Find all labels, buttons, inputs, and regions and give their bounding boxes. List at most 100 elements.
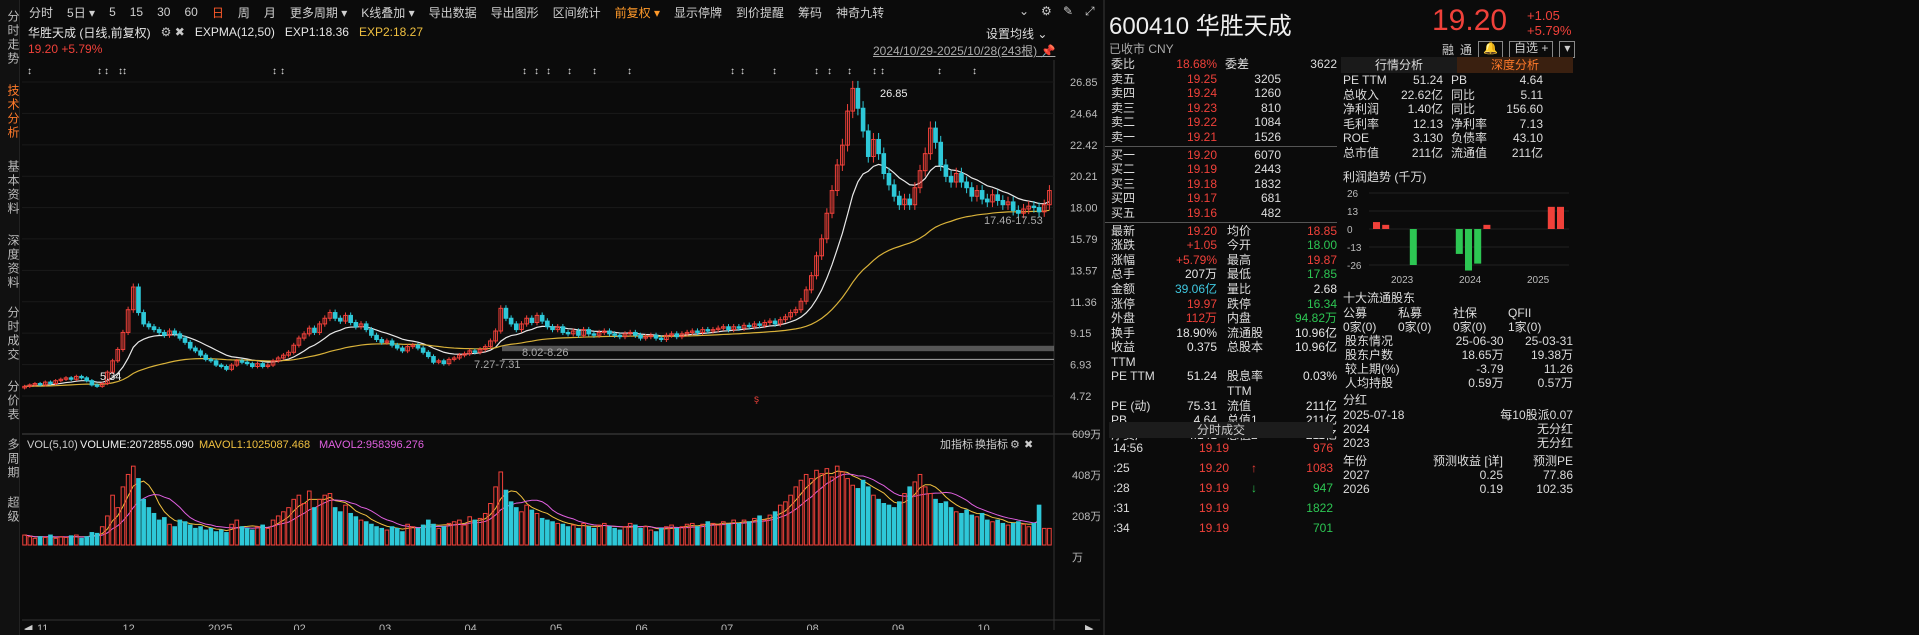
close-icon[interactable]: ✖ (1024, 439, 1033, 451)
tab-price-table[interactable]: 分价表 (6, 380, 20, 422)
event-marker[interactable]: ↕ (567, 66, 572, 77)
kline-chart[interactable]: 26.85 24.64 22.42 20.21 18.00 15.79 13.57 11.36… (22, 60, 1100, 630)
event-marker[interactable]: ↕ (122, 66, 127, 77)
candle (156, 329, 162, 333)
bid-row[interactable]: 买三 19.18 1832 (1105, 177, 1337, 192)
event-marker[interactable]: ↕ (740, 66, 745, 77)
candle (555, 326, 561, 331)
show-suspension-button[interactable]: 显示停牌 (674, 5, 723, 20)
tab-timeshare[interactable]: 分时走势 (6, 10, 20, 66)
period-day[interactable]: 日 (211, 5, 224, 20)
set-ma-label[interactable]: 设置均线 (986, 27, 1035, 41)
chevron-down-circle-icon[interactable]: ⌄ (1019, 4, 1030, 18)
bid-row[interactable]: 买二 19.19 2443 (1105, 162, 1337, 177)
tab-super[interactable]: 超级 (6, 496, 20, 524)
date-range-label[interactable]: 2024/10/29-2025/10/28(243根) (873, 44, 1038, 58)
menu-icon[interactable]: ▾ (1559, 41, 1576, 58)
period-5day[interactable]: 5日 ▾ (67, 5, 96, 20)
adjust-forward-button[interactable]: 前复权 ▾ (614, 5, 661, 20)
period-15min[interactable]: 15 (129, 5, 144, 19)
connect-button[interactable]: 通 (1460, 43, 1473, 57)
gear-icon[interactable]: ⚙ ✖ (160, 25, 185, 39)
event-marker[interactable]: ↕ (280, 66, 285, 77)
bid-row[interactable]: 买一 19.20 6070 (1105, 148, 1337, 163)
period-30min[interactable]: 30 (157, 5, 171, 19)
gear-icon[interactable]: ⚙ (1010, 439, 1020, 451)
scroll-right-icon[interactable]: ▶ (1085, 623, 1094, 630)
scroll-left-icon[interactable]: ◀ (24, 623, 33, 630)
candle (824, 212, 830, 240)
candle (581, 329, 586, 336)
range-stats-button[interactable]: 区间统计 (552, 5, 601, 20)
bid-row[interactable]: 买五 19.16 482 (1105, 206, 1337, 221)
event-marker[interactable]: ↕ (827, 66, 832, 77)
event-marker[interactable]: ↕ (104, 66, 109, 77)
event-marker[interactable]: ↕ (522, 66, 527, 77)
more-periods-button[interactable]: 更多周期 ▾ (289, 5, 348, 20)
price-alert-button[interactable]: 到价提醒 (736, 5, 785, 20)
event-marker[interactable]: ↕ (814, 66, 819, 77)
event-marker[interactable]: ↕ (27, 66, 32, 77)
event-marker[interactable]: ↕ (880, 66, 885, 77)
add-indicator-button[interactable]: 加指标 (940, 437, 973, 451)
expand-icon[interactable]: ⤢ (1085, 4, 1095, 18)
tick-arrow (1251, 438, 1271, 458)
ask-row[interactable]: 卖三 19.23 810 (1105, 101, 1337, 116)
tab-deep-analysis[interactable]: 深度分析 (1457, 57, 1573, 73)
switch-indicator-button[interactable]: 换指标 (975, 437, 1008, 451)
tab-technical[interactable]: 技术分析 (6, 84, 20, 140)
event-marker[interactable]: ↕ (534, 66, 539, 77)
chips-button[interactable]: 筹码 (798, 5, 823, 20)
period-month[interactable]: 月 (263, 5, 276, 20)
export-graph-button[interactable]: 导出图形 (490, 5, 539, 20)
kline-overlay-button[interactable]: K线叠加 ▾ (361, 5, 415, 20)
tab-deep-info[interactable]: 深度资料 (6, 234, 20, 290)
event-marker[interactable]: ↕ (272, 66, 277, 77)
signal-marker[interactable]: ş (754, 394, 759, 405)
ask-row[interactable]: 卖一 19.21 1526 (1105, 130, 1337, 145)
candle (539, 314, 545, 322)
candle (358, 323, 364, 328)
period-week[interactable]: 周 (237, 5, 250, 20)
export-data-button[interactable]: 导出数据 (428, 5, 477, 20)
period-timeshare[interactable]: 分时 (29, 5, 54, 20)
set-ma-button[interactable]: 设置均线 ⌄ (986, 27, 1048, 41)
event-marker[interactable]: ↕ (592, 66, 597, 77)
event-marker[interactable]: ↕ (546, 66, 551, 77)
tab-tick-trades[interactable]: 分时成交 (6, 306, 20, 362)
event-marker[interactable]: ↕ (872, 66, 877, 77)
settings-gear-icon[interactable]: ⚙ (1041, 4, 1052, 18)
tab-market-analysis[interactable]: 行情分析 (1341, 57, 1457, 73)
date-range[interactable]: 2024/10/29-2025/10/28(243根) 📌 (873, 44, 1056, 58)
ask-label: 卖二 (1111, 115, 1136, 130)
volume-bar (498, 471, 504, 546)
ask-row[interactable]: 卖五 19.25 3205 (1105, 72, 1337, 87)
candle (110, 360, 115, 373)
tick-header[interactable]: 分时成交 (1109, 422, 1333, 438)
event-marker[interactable]: ↕ (118, 66, 123, 77)
event-marker[interactable]: ↕ (730, 66, 735, 77)
margin-button[interactable]: 融 (1442, 43, 1455, 57)
tick-volume: 976 (1312, 441, 1333, 455)
ask-price: 19.21 (1186, 129, 1217, 144)
event-marker[interactable]: ↕ (627, 66, 632, 77)
event-marker[interactable]: ↕ (937, 66, 942, 77)
period-60min[interactable]: 60 (184, 5, 198, 19)
candle (762, 322, 768, 326)
bid-row[interactable]: 买四 19.17 681 (1105, 191, 1337, 206)
draw-tool-icon[interactable]: ✎ (1063, 4, 1074, 18)
tab-basic-info[interactable]: 基本资料 (6, 160, 20, 216)
event-marker[interactable]: ↕ (847, 66, 852, 77)
tab-multi-period[interactable]: 多周期 (6, 438, 20, 480)
event-marker[interactable]: ↕ (97, 66, 102, 77)
magic-nine-button[interactable]: 神奇九转 (836, 5, 885, 20)
ask-row[interactable]: 卖四 19.24 1260 (1105, 86, 1337, 101)
candle (519, 323, 524, 331)
event-marker[interactable]: ↕ (972, 66, 977, 77)
add-watchlist-button[interactable]: 自选 + (1508, 41, 1554, 58)
event-marker[interactable]: ↕ (772, 66, 777, 77)
period-5min[interactable]: 5 (109, 5, 116, 19)
ask-row[interactable]: 卖二 19.22 1084 (1105, 115, 1337, 130)
candle (648, 334, 654, 338)
bell-icon[interactable]: 🔔 (1478, 41, 1503, 58)
